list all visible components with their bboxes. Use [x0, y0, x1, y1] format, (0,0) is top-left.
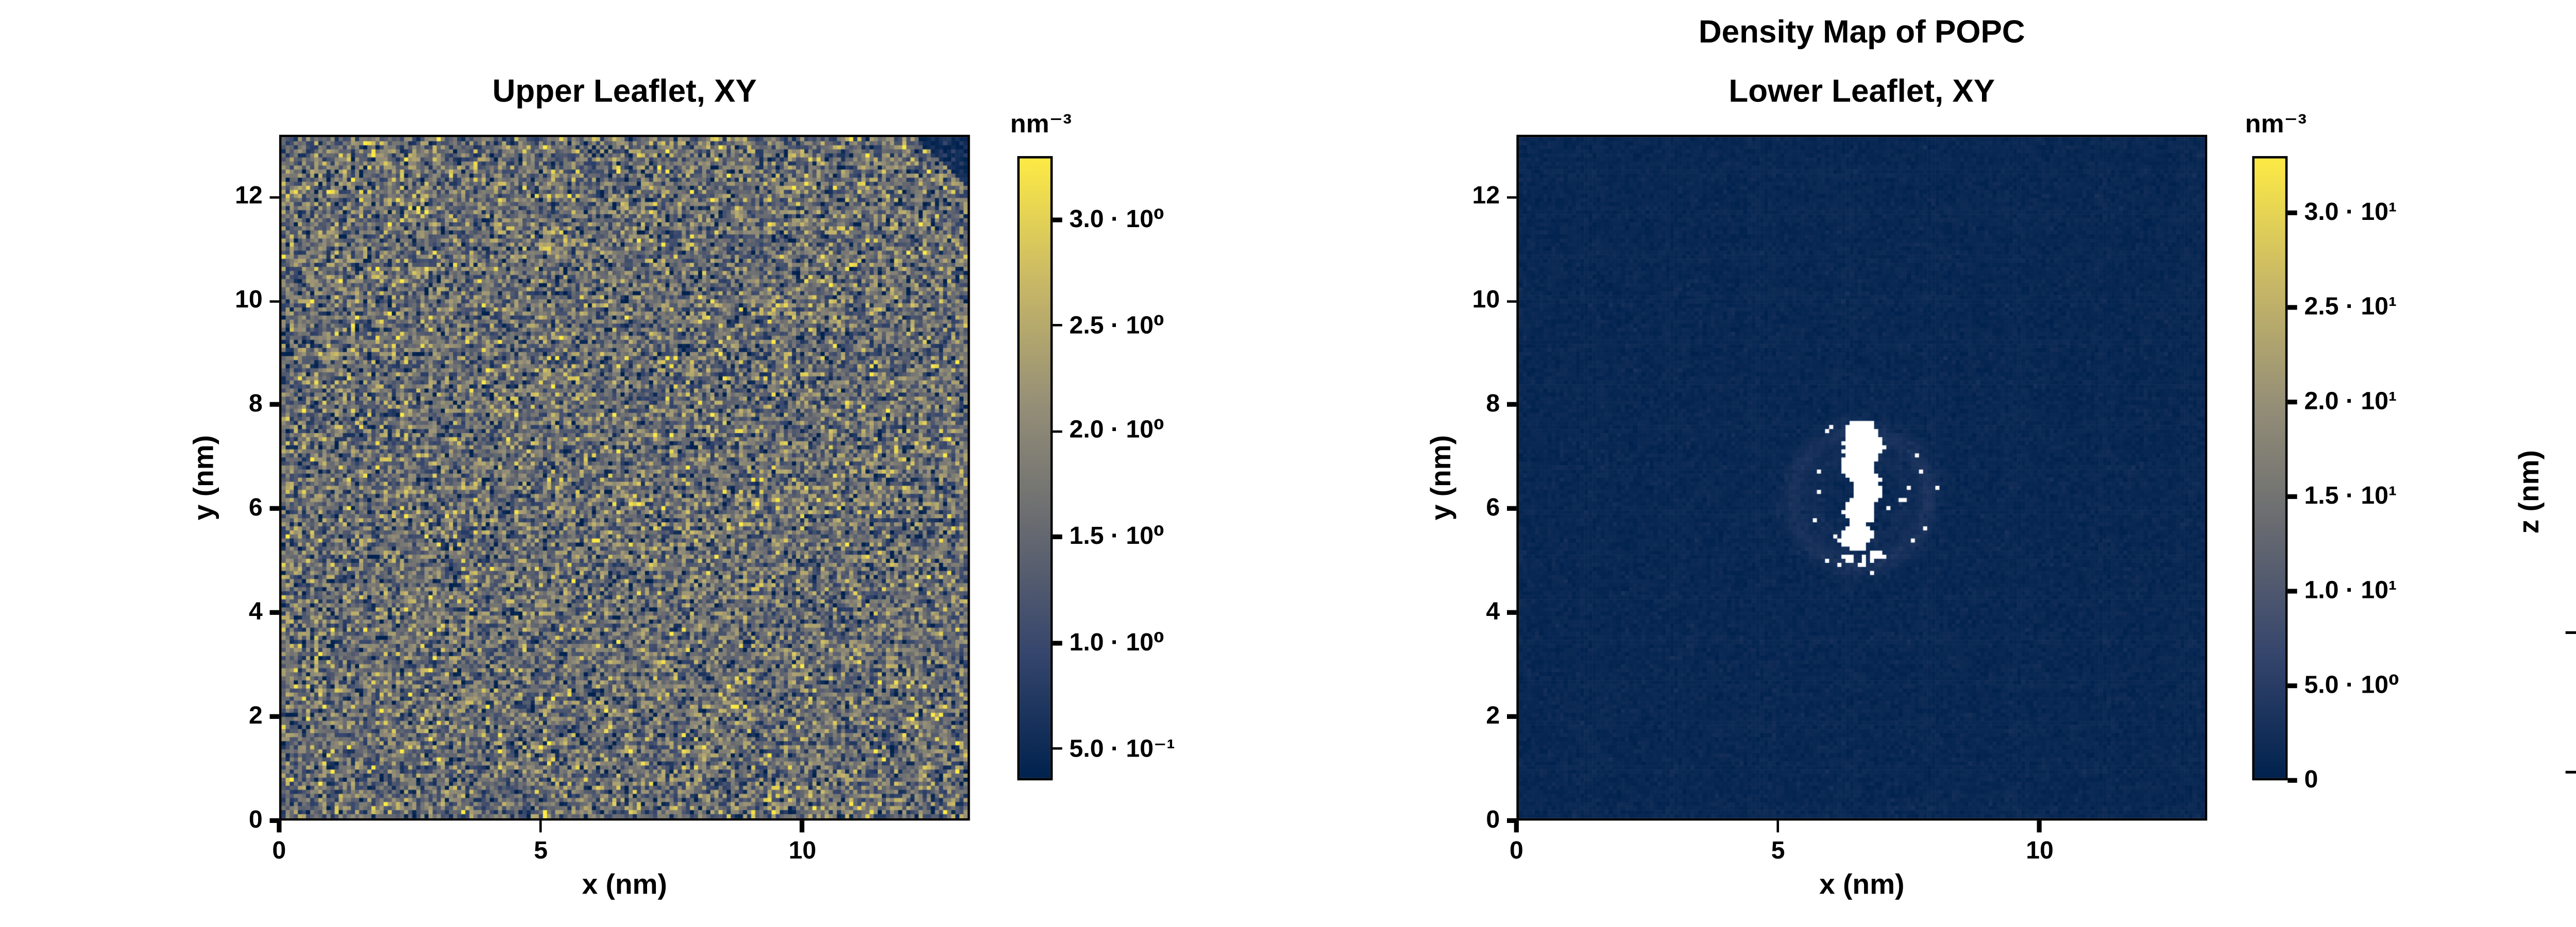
colorbar-tick-label: 1.0 · 10⁰: [1069, 628, 1165, 657]
x-tick: [1514, 820, 1518, 832]
colorbar-units-label-upper-leaflet: nm⁻³: [1010, 111, 1072, 140]
y-tick-label: 12: [235, 183, 263, 212]
panel-title-upper-leaflet: Upper Leaflet, XY: [492, 73, 757, 109]
colorbar-upper-leaflet: [1017, 156, 1053, 781]
y-tick-label: 2: [1486, 702, 1500, 731]
x-tick-label: 0.0: [2550, 787, 2576, 820]
colorbar-tick: [2287, 400, 2297, 404]
y-tick-label: 8: [248, 390, 263, 419]
x-tick-label: 0: [272, 837, 286, 866]
x-axis-label-lower-leaflet: x (nm): [1819, 868, 1905, 901]
heatmap-canvas-upper-leaflet: [281, 137, 968, 818]
colorbar-tick: [1053, 217, 1062, 221]
x-tick-label: 5: [1771, 837, 1785, 866]
colorbar-tick: [1053, 746, 1062, 751]
x-tick: [2038, 820, 2042, 832]
y-tick-label: 0: [248, 806, 263, 835]
colorbar-tick: [2287, 494, 2297, 499]
y-tick: [1505, 507, 1517, 511]
y-tick: [268, 714, 279, 719]
colorbar-tick-label: 5.0 · 10⁻¹: [1069, 734, 1175, 763]
colorbar-tick: [2287, 778, 2297, 782]
colorbar-tick: [1053, 641, 1062, 645]
y-tick-label: 10: [235, 286, 263, 316]
y-tick: [268, 403, 279, 407]
y-tick-label: −2: [2484, 616, 2576, 649]
colorbar-tick-label: 2.0 · 10⁰: [1069, 417, 1165, 445]
colorbar-tick: [1053, 535, 1062, 539]
y-tick: [1505, 611, 1517, 615]
y-tick-label: 12: [1472, 183, 1500, 212]
y-tick-label: 0: [2484, 475, 2576, 508]
y-tick: [1505, 403, 1517, 407]
x-tick: [277, 820, 281, 832]
plot-area-lower-leaflet: [1516, 134, 2208, 821]
colorbar-units-label-lower-leaflet: nm⁻³: [2245, 111, 2307, 140]
y-tick: [1505, 195, 1517, 199]
y-tick-label: 0: [1486, 806, 1500, 835]
y-tick-label: 4: [248, 598, 263, 627]
colorbar-tick: [2287, 589, 2297, 593]
colorbar-tick: [2287, 211, 2297, 215]
colorbar-lower-leaflet: [2252, 156, 2288, 781]
y-tick-label: 6: [248, 494, 263, 523]
y-tick: [268, 611, 279, 615]
y-tick-label: 10: [1472, 286, 1500, 316]
y-tick: [268, 195, 279, 199]
y-tick-label: 2: [248, 702, 263, 731]
y-tick: [268, 299, 279, 303]
plot-area-upper-leaflet: [279, 134, 970, 821]
y-tick-label: 2: [2484, 335, 2576, 368]
colorbar-tick-label: 3.0 · 10⁰: [1069, 205, 1165, 234]
panel-title-transversal: Transversal View, YZ: [2467, 151, 2576, 187]
y-tick: [1505, 299, 1517, 303]
x-tick: [1776, 820, 1780, 832]
colorbar-tick: [1053, 429, 1062, 433]
colorbar-tick-label: 5.0 · 10⁰: [2304, 672, 2400, 700]
x-tick-label: 10: [2026, 837, 2054, 866]
colorbar-tick-label: 2.5 · 10⁰: [1069, 311, 1165, 340]
colorbar-tick-label: 1.5 · 10¹: [2304, 482, 2397, 511]
colorbar-tick-label: 1.5 · 10⁰: [1069, 523, 1165, 552]
x-tick-label: 5: [534, 837, 548, 866]
y-tick-label: 4: [2484, 194, 2576, 227]
colorbar-tick-label: 2.5 · 10¹: [2304, 293, 2397, 322]
y-tick-label: −4: [2484, 757, 2576, 789]
colorbar-tick-label: 3.0 · 10¹: [2304, 198, 2397, 227]
y-tick-label: 4: [1486, 598, 1500, 627]
y-tick: [1505, 714, 1517, 719]
y-tick-label: 6: [1486, 494, 1500, 523]
y-tick-label: 8: [1486, 390, 1500, 419]
x-tick-label: 0: [1509, 837, 1523, 866]
colorbar-tick-label: 1.0 · 10¹: [2304, 577, 2397, 606]
x-tick: [539, 820, 543, 832]
y-tick: [268, 507, 279, 511]
figure-suptitle: Density Map of POPC: [1698, 14, 2025, 50]
colorbar-tick: [2287, 683, 2297, 688]
x-tick: [800, 820, 805, 832]
colorbar-tick-label: 0: [2304, 766, 2318, 795]
colorbar-tick: [2287, 305, 2297, 310]
colorbar-tick: [1053, 323, 1062, 328]
x-tick-label: 10: [788, 837, 817, 866]
colorbar-tick-label: 2.0 · 10¹: [2304, 388, 2397, 417]
x-axis-label-upper-leaflet: x (nm): [582, 868, 667, 901]
panel-title-lower-leaflet: Lower Leaflet, XY: [1728, 73, 1995, 109]
y-tick: [1505, 818, 1517, 822]
y-tick: [268, 818, 279, 822]
heatmap-canvas-lower-leaflet: [1518, 137, 2205, 818]
